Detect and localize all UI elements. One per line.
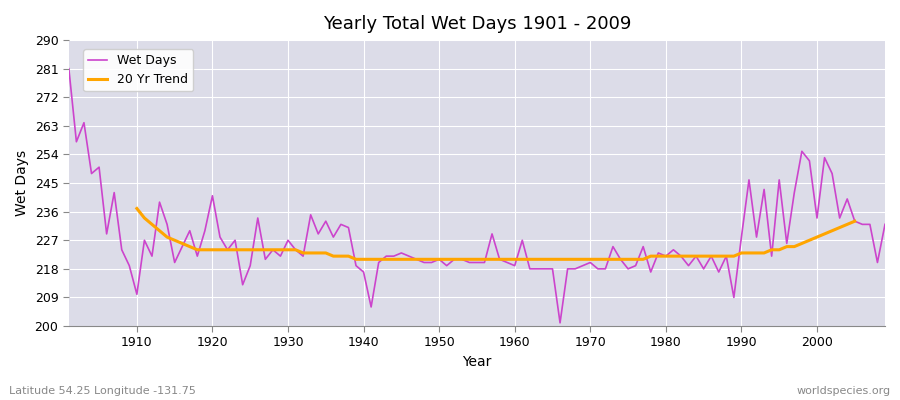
Wet Days [554, 320, 565, 325]
Title: Yearly Total Wet Days 1901 - 2009: Yearly Total Wet Days 1901 - 2009 [323, 15, 631, 33]
Line: 20 Yr Trend: 20 Yr Trend [137, 208, 855, 259]
Wet Days [336, 222, 346, 227]
20 Yr Trend [525, 257, 535, 262]
Line: Wet Days: Wet Days [68, 69, 885, 323]
Wet Days [290, 247, 301, 252]
20 Yr Trend [502, 257, 513, 262]
20 Yr Trend [449, 257, 460, 262]
20 Yr Trend [336, 254, 346, 258]
Wet Days [63, 66, 74, 71]
Legend: Wet Days, 20 Yr Trend: Wet Days, 20 Yr Trend [84, 49, 193, 92]
Wet Days [124, 263, 135, 268]
Text: worldspecies.org: worldspecies.org [796, 386, 891, 396]
20 Yr Trend [850, 219, 860, 224]
Wet Days [608, 244, 618, 249]
20 Yr Trend [131, 206, 142, 211]
20 Yr Trend [351, 257, 362, 262]
Wet Days [879, 222, 890, 227]
X-axis label: Year: Year [463, 355, 491, 369]
20 Yr Trend [230, 247, 240, 252]
Wet Days [502, 260, 513, 265]
Y-axis label: Wet Days: Wet Days [15, 150, 29, 216]
20 Yr Trend [796, 241, 807, 246]
Wet Days [509, 263, 520, 268]
Text: Latitude 54.25 Longitude -131.75: Latitude 54.25 Longitude -131.75 [9, 386, 196, 396]
